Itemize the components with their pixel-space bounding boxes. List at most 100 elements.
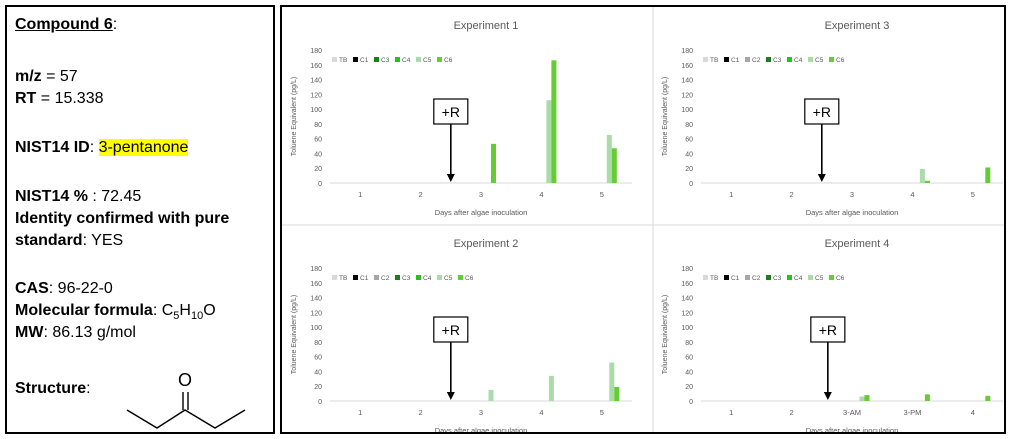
legend-swatch: [395, 275, 400, 280]
legend-label: C5: [444, 275, 453, 282]
x-tick-label: 3: [479, 190, 483, 199]
x-tick-label: 5: [600, 408, 604, 417]
y-tick-label: 120: [681, 92, 693, 99]
x-tick-label: 3-AM: [843, 408, 861, 417]
y-tick-label: 180: [310, 266, 322, 273]
rt-value: = 15.338: [36, 90, 104, 107]
y-tick-label: 40: [685, 151, 693, 158]
identity-line1: Identity confirmed with pure: [15, 209, 229, 229]
y-tick-label: 0: [318, 181, 322, 188]
legend-swatch: [808, 275, 813, 280]
legend-swatch: [829, 275, 834, 280]
y-tick-label: 140: [681, 296, 693, 303]
y-tick-label: 100: [681, 107, 693, 114]
legend-swatch: [808, 57, 813, 62]
formula-h: H: [179, 302, 191, 319]
y-tick-label: 180: [681, 48, 693, 55]
bar: [919, 168, 925, 183]
y-tick-label: 180: [681, 266, 693, 273]
legend-swatch: [353, 57, 358, 62]
x-tick-label: 1: [358, 408, 362, 417]
legend-swatch: [787, 275, 792, 280]
chart-title: Experiment 2: [454, 238, 519, 250]
x-tick-label: 1: [729, 190, 733, 199]
x-axis-label: Days after algae inoculation: [435, 208, 528, 217]
annotation-arrowhead: [823, 392, 832, 400]
mz-value: = 57: [41, 68, 78, 85]
legend-swatch: [416, 275, 421, 280]
heading-colon: :: [112, 16, 118, 33]
y-tick-label: 80: [314, 340, 322, 347]
chart-2: Experiment 3 0 20 40 60 80 100 120 140 160 180 Tolu…: [662, 20, 1003, 217]
y-tick-label: 160: [310, 281, 322, 288]
legend-label: TB: [710, 57, 718, 64]
y-axis-label: Toluene Equivalent (pg/L): [291, 77, 298, 156]
legend-label: C6: [465, 275, 474, 282]
x-tick-label: 5: [971, 190, 975, 199]
formula-label: Molecular formula: [15, 302, 153, 319]
legend-label: C1: [731, 275, 740, 282]
identity-line2: standard: YES: [15, 231, 123, 251]
legend-label: C3: [402, 275, 411, 282]
legend-label: C5: [815, 275, 824, 282]
y-tick-label: 140: [310, 78, 322, 85]
x-tick-label: 4: [539, 190, 543, 199]
y-tick-label: 160: [310, 63, 322, 70]
y-axis-label: Toluene Equivalent (pg/L): [662, 295, 669, 374]
mw-line: MW: 86.13 g/mol: [15, 323, 136, 343]
annotation-label: +R: [819, 322, 837, 338]
legend-label: C4: [794, 57, 803, 64]
legend-label: C5: [423, 57, 432, 64]
formula-line: Molecular formula: C5H10O: [15, 301, 216, 326]
legend-swatch: [332, 275, 337, 280]
y-tick-label: 60: [314, 137, 322, 144]
x-axis-label: Days after algae inoculation: [806, 426, 899, 432]
legend-swatch: [437, 275, 442, 280]
legend-label: TB: [339, 57, 347, 64]
nist-id-label: NIST14 ID: [15, 139, 90, 156]
charts-svg: Experiment 1020406080100120140160180Tolu…: [282, 7, 1004, 432]
identity-label-line1: Identity confirmed with pure: [15, 210, 230, 227]
nist-id-sep: :: [89, 139, 99, 156]
legend-swatch: [703, 57, 708, 62]
legend-label: C4: [402, 57, 411, 64]
nist-pct-label: NIST14 %: [15, 188, 88, 205]
annotation-arrowhead: [817, 174, 826, 182]
legend-swatch: [374, 57, 379, 62]
y-tick-label: 20: [685, 166, 693, 173]
x-tick-label: 4: [971, 408, 975, 417]
structure-label: Structure: [15, 380, 87, 397]
cas-label: CAS: [15, 280, 49, 297]
y-axis-label: Toluene Equivalent (pg/L): [291, 295, 298, 374]
y-tick-label: 160: [681, 63, 693, 70]
identity-label-line2: standard: [15, 232, 83, 249]
legend-label: C3: [773, 57, 782, 64]
annotation-label: +R: [442, 322, 460, 338]
x-axis-label: Days after algae inoculation: [806, 208, 899, 217]
bar: [546, 100, 552, 183]
structure-line: Structure:: [15, 379, 91, 399]
legend-label: C1: [360, 275, 369, 282]
structure-colon: :: [86, 380, 91, 397]
bar: [985, 395, 991, 401]
nist-id-line: NIST14 ID: 3-pentanone: [15, 138, 189, 158]
y-tick-label: 60: [685, 137, 693, 144]
formula-o: O: [203, 302, 216, 319]
y-tick-label: 60: [314, 355, 322, 362]
legend-swatch: [458, 275, 463, 280]
x-tick-label: 3: [850, 190, 854, 199]
legend-label: C1: [731, 57, 740, 64]
compound-heading-line: Compound 6:: [15, 15, 117, 35]
chart-title: Experiment 4: [825, 238, 890, 250]
compound-heading: Compound 6: [15, 16, 113, 33]
legend-swatch: [703, 275, 708, 280]
legend-label: C5: [815, 57, 824, 64]
legend-swatch: [437, 57, 442, 62]
nist-pct-line: NIST14 % : 72.45: [15, 187, 141, 207]
annotation-box: [810, 316, 846, 343]
chart-title: Experiment 3: [825, 20, 890, 32]
identity-value: : YES: [82, 232, 124, 249]
cas-line: CAS: 96-22-0: [15, 279, 113, 299]
legend-swatch: [353, 275, 358, 280]
charts-grid: Experiment 1 0 20 40 60 80 100 120 140 160 180 Tolu…: [280, 5, 1006, 434]
